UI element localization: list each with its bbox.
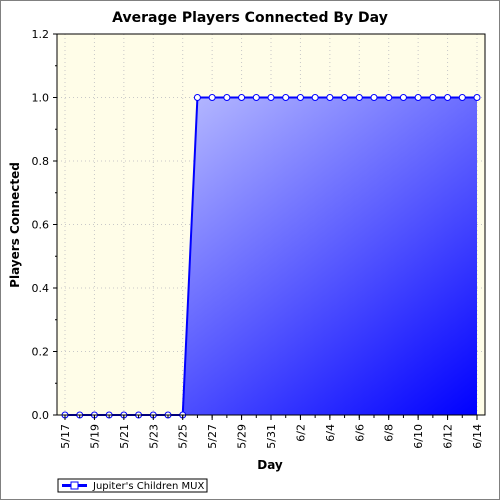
data-point: [282, 94, 290, 101]
y-tick-label: 1.2: [32, 28, 50, 41]
x-tick-label: 6/12: [442, 424, 455, 449]
y-tick-label: 0.0: [32, 409, 50, 422]
y-tick-label: 0.8: [32, 155, 50, 168]
y-tick-label: 0.2: [32, 346, 50, 359]
x-tick-label: 5/17: [59, 424, 72, 449]
data-point: [370, 94, 378, 101]
x-tick-label: 6/10: [412, 424, 425, 449]
x-tick-label: 5/19: [88, 424, 101, 449]
x-tick-label: 5/31: [265, 424, 278, 449]
data-point: [208, 94, 216, 101]
data-point: [238, 94, 246, 101]
legend-box: [57, 478, 208, 493]
legend-marker-icon: [70, 481, 79, 490]
x-tick-label: 6/4: [324, 424, 337, 442]
data-point: [355, 94, 363, 101]
data-point: [193, 94, 201, 101]
data-point: [444, 94, 452, 101]
x-tick-label: 6/8: [383, 424, 396, 442]
x-axis-label: Day: [257, 458, 283, 472]
x-tick-label: 5/27: [206, 424, 219, 449]
data-point: [414, 94, 422, 101]
x-tick-labels: 5/17 5/19 5/21 5/23 5/25 5/27 5/29 5/31 6/2 6/4 6/…: [59, 424, 484, 449]
axes: [53, 33, 486, 420]
chart-title: Average Players Connected By Day: [112, 10, 388, 26]
data-point: [296, 94, 304, 101]
x-tick-label: 6/6: [353, 424, 366, 442]
data-point: [341, 94, 349, 101]
data-point: [429, 94, 437, 101]
data-point: [385, 94, 393, 101]
x-tick-label: 5/25: [177, 424, 190, 449]
y-tick-label: 1.0: [32, 92, 50, 105]
x-tick-label: 6/14: [471, 424, 484, 449]
area-fill: [65, 97, 477, 415]
data-point: [252, 94, 260, 101]
data-point: [458, 94, 466, 101]
x-tick-label: 5/21: [118, 424, 131, 449]
y-axis-label: Players Connected: [8, 162, 22, 288]
x-tick-label: 5/29: [236, 424, 249, 449]
legend: Jupiter's Children MUX: [57, 478, 208, 493]
data-point: [399, 94, 407, 101]
y-tick-label: 0.6: [32, 219, 50, 232]
data-point: [223, 94, 231, 101]
data-point: [473, 94, 481, 101]
y-tick-label: 0.4: [32, 282, 50, 295]
y-tick-labels: 0.0 0.2 0.4 0.6 0.8 1.0 1.2: [32, 28, 50, 422]
data-point: [311, 94, 319, 101]
x-tick-label: 6/2: [294, 424, 307, 442]
x-tick-label: 5/23: [147, 424, 160, 449]
data-point: [326, 94, 334, 101]
legend-entry: Jupiter's Children MUX: [92, 481, 204, 492]
data-point: [267, 94, 275, 101]
